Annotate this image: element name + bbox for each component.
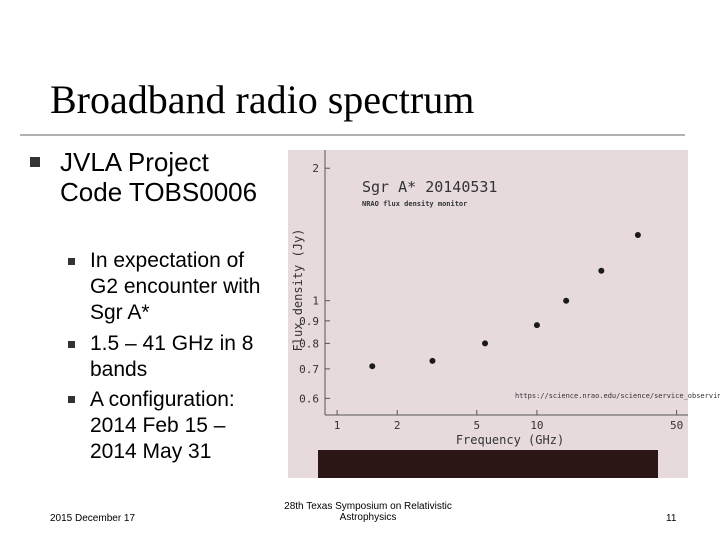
data-point xyxy=(429,357,436,364)
bullet-marker xyxy=(68,258,75,265)
y-tick-label: 1 xyxy=(312,295,319,308)
y-tick-label: 2 xyxy=(312,162,319,175)
sub-bullet: In expectation of G2 encounter with Sgr … xyxy=(90,249,261,324)
bullet-marker xyxy=(68,341,75,348)
chart-subtitle: NRAO flux density monitor xyxy=(362,200,467,208)
y-tick-label: 0.7 xyxy=(299,363,319,376)
x-axis-label: Frequency (GHz) xyxy=(456,433,564,447)
data-point xyxy=(634,232,641,239)
x-tick-label: 2 xyxy=(394,419,401,432)
y-axis-label: Flux density (Jy) xyxy=(291,229,305,352)
page-number: 11 xyxy=(666,513,677,524)
y-tick-label: 0.8 xyxy=(299,337,319,350)
source-note: https://science.nrao.edu/science/service… xyxy=(515,392,720,400)
sub-bullet: A configuration: 2014 Feb 15 – 2014 May … xyxy=(90,388,235,463)
y-tick-label: 0.9 xyxy=(299,315,319,328)
data-point xyxy=(482,340,489,347)
y-tick-label: 0.6 xyxy=(299,392,319,405)
x-tick-label: 50 xyxy=(670,419,683,432)
footer-event: 28th Texas Symposium on Relativistic Ast… xyxy=(284,501,452,523)
plot: 1 2 5 10 50 0.6 0.7 0.8 0.9 1 2 Sgr A* 20140531 NRAO… xyxy=(291,150,720,447)
data-point xyxy=(369,363,376,370)
sub-bullet: 1.5 – 41 GHz in 8 bands xyxy=(90,332,254,381)
x-tick-label: 10 xyxy=(530,419,543,432)
plot-image xyxy=(288,150,688,478)
data-point xyxy=(598,267,605,274)
image-edge xyxy=(318,450,658,478)
data-point xyxy=(533,322,540,329)
chart-title: Sgr A* 20140531 xyxy=(362,178,497,196)
x-tick-label: 5 xyxy=(473,419,480,432)
footer-date: 2015 December 17 xyxy=(50,513,136,524)
x-tick-label: 1 xyxy=(334,419,341,432)
bullet: JVLA Project Code TOBS0006 xyxy=(60,147,258,207)
bullet-marker xyxy=(30,157,40,167)
data-point xyxy=(563,297,570,304)
bullet-marker xyxy=(68,396,75,403)
slide-title: Broadband radio spectrum xyxy=(50,77,475,122)
